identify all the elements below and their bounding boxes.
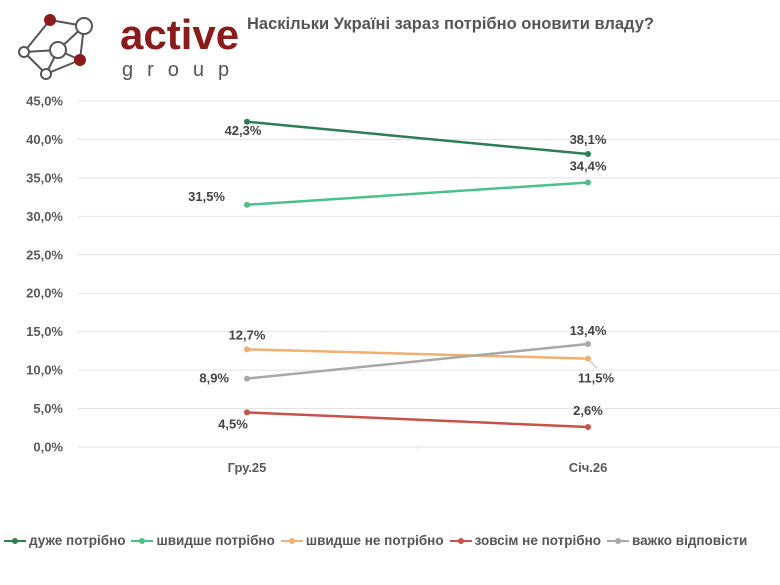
data-label: 13,4% <box>570 323 607 338</box>
legend-label: швидше потрібно <box>156 533 275 548</box>
legend-line-marker-icon <box>449 537 472 544</box>
chart-title: Наскільки Україні зараз потрібно оновити… <box>247 15 654 33</box>
series-line <box>246 120 589 156</box>
line-chart: 0,0% 5,0% 10,0% 15,0% 20,0% 25,0% 30,0% 35,0% 40… <box>26 94 780 475</box>
data-point <box>244 118 250 125</box>
y-tick-label: 20,0% <box>26 286 63 301</box>
legend-line-marker-icon <box>607 537 629 544</box>
y-axis-ticks: 0,0% 5,0% 10,0% 15,0% 20,0% 25,0% 30,0% 35,0% 40… <box>26 94 63 455</box>
y-tick-label: 15,0% <box>26 324 63 339</box>
y-tick-label: 0,0% <box>33 440 63 455</box>
network-logo-icon <box>18 14 93 80</box>
legend-label: зовсім не потрібно <box>474 533 601 548</box>
legend-line-marker-icon <box>131 537 154 544</box>
legend-item: дуже потрібно <box>4 533 125 548</box>
data-point <box>585 355 591 362</box>
gridlines <box>78 100 780 451</box>
data-label: 2,6% <box>573 403 603 418</box>
data-label: 38,1% <box>570 132 607 147</box>
y-tick-label: 40,0% <box>26 132 63 147</box>
legend-item: зовсім не потрібно <box>449 533 601 548</box>
x-tick-label: Гру.25 <box>228 460 267 475</box>
y-tick-label: 45,0% <box>26 94 63 109</box>
x-tick-label: Січ.26 <box>569 460 608 475</box>
series-line <box>246 181 589 207</box>
y-tick-label: 25,0% <box>26 247 63 262</box>
data-labels: 42,3% 38,1% 31,5% 34,4% 12,7% 11,5% 4,5% 2,6% 8,… <box>188 123 614 432</box>
data-point <box>585 424 591 431</box>
legend-label: швидше не потрібно <box>305 533 444 548</box>
data-label: 11,5% <box>578 371 615 386</box>
y-tick-label: 5,0% <box>33 401 63 416</box>
series-line <box>246 348 589 360</box>
data-point <box>585 340 591 347</box>
data-label: 31,5% <box>188 189 225 204</box>
logo-wordmark: active <box>120 11 240 58</box>
y-tick-label: 35,0% <box>26 170 63 185</box>
data-point <box>585 179 591 186</box>
data-point <box>244 201 250 208</box>
data-label: 42,3% <box>225 123 262 138</box>
legend-label: дуже потрібно <box>29 533 126 548</box>
data-point <box>585 151 591 158</box>
data-point <box>244 346 250 353</box>
data-point <box>244 409 250 416</box>
logo-subtitle: group <box>122 59 244 81</box>
legend-item: важко відповісти <box>607 533 747 548</box>
legend-label: важко відповісти <box>632 533 748 548</box>
data-label: 8,9% <box>199 371 229 386</box>
data-label: 4,5% <box>218 416 248 431</box>
chart-legend: дуже потрібно швидше потрібно швидше не по… <box>4 533 753 548</box>
y-tick-label: 30,0% <box>26 209 63 224</box>
series-line <box>246 411 589 429</box>
leader-line <box>589 360 598 369</box>
data-label: 34,4% <box>570 159 607 174</box>
legend-item: швидше не потрібно <box>280 533 444 548</box>
legend-line-marker-icon <box>280 537 303 544</box>
x-axis-ticks: Гру.25 Січ.26 <box>228 460 608 475</box>
active-group-logo: active group <box>14 10 244 82</box>
series-line <box>246 342 589 380</box>
data-label: 12,7% <box>229 327 266 342</box>
legend-item: швидше потрібно <box>131 533 275 548</box>
legend-line-marker-icon <box>4 537 26 544</box>
y-tick-label: 10,0% <box>26 363 63 378</box>
data-point <box>244 375 250 382</box>
series-lines <box>244 118 591 431</box>
